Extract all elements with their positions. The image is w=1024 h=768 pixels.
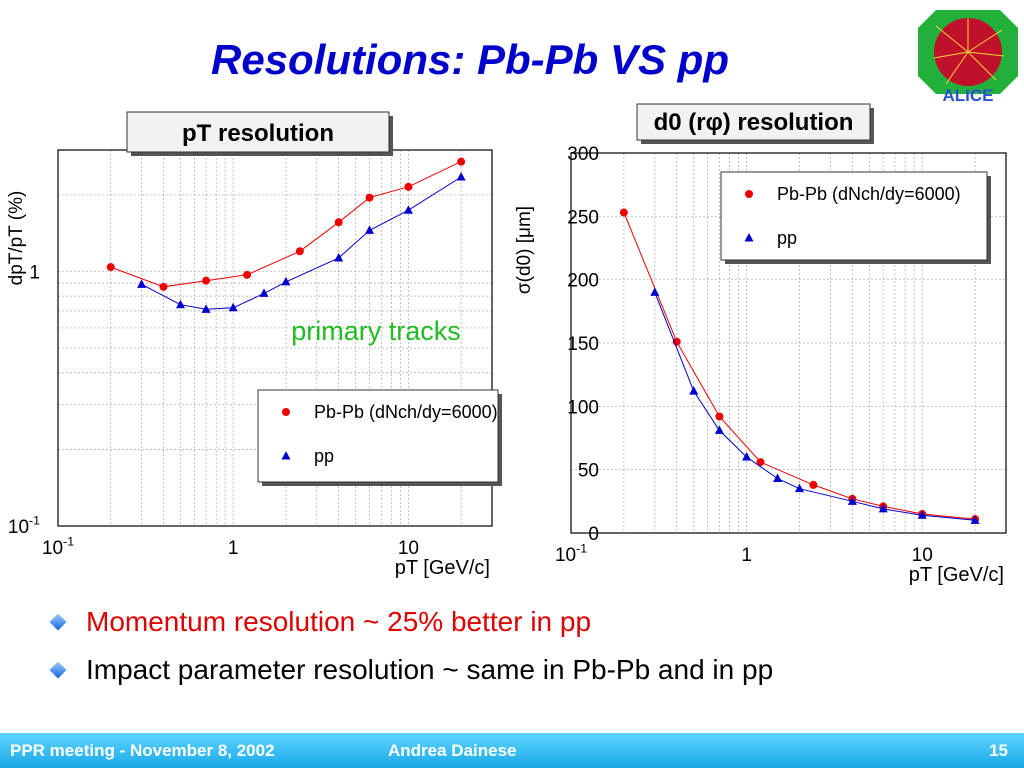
data-point-pbpb [404,182,413,191]
footer-page-number: 15 [989,741,1008,760]
data-point-pbpb [202,276,211,285]
y-tick-label: 10-1 [8,513,40,538]
data-point-pp [403,205,413,214]
legend-box [720,171,988,261]
bullet-text-impact: Impact parameter resolution ~ same in Pb… [86,654,774,685]
x-tick-label: 10 [398,538,419,559]
data-point-pbpb [457,157,466,166]
chart-title: d0 (rφ) resolution [654,109,854,136]
data-point-pp [365,225,375,234]
chart-title: pT resolution [182,120,334,147]
data-point-pp [742,452,752,461]
series-line-pbpb [110,161,462,288]
bullet-diamond-icon [49,661,67,679]
y-tick-label: 1 [29,262,40,283]
data-point-pbpb [334,218,343,227]
chart-panel-0: 10-1 1 10 10-1 1 pT [GeV/c] dpT/pT (%) pT resol… [6,111,502,579]
data-point-pp [847,496,857,505]
data-point-pp [773,473,783,483]
slide-title: Resolutions: Pb-Pb VS pp [210,36,729,83]
data-point-pp [794,483,804,493]
plot-frame [570,152,1007,534]
legend-label: pp [314,446,334,466]
data-point-pbpb [295,247,304,256]
series-line-pp [141,176,462,310]
data-point-pp [714,425,724,434]
y-axis-label: σ(d0) [μm] [514,206,535,294]
x-tick-label: 1 [741,545,752,566]
x-axis-label: pT [GeV/c] [909,564,1004,586]
data-point-pp [878,503,888,513]
y-tick-label: 300 [567,144,599,165]
data-point-pbpb [243,270,252,279]
alice-logo: ALICE [918,10,1018,102]
data-point-pp [281,276,291,286]
data-point-pp [650,287,660,296]
bullet-text-momentum: Momentum resolution ~ 25% better in pp [86,606,592,637]
y-tick-label: 100 [567,397,599,418]
footer-meeting: PPR meeting - November 8, 2002 [10,741,275,760]
bullet-item: Momentum resolution ~ 25% better in pp [46,598,1006,646]
x-tick-label: 10-1 [555,541,587,566]
data-point-pp [175,299,185,309]
x-tick-label: 10 [912,545,933,566]
x-axis-label: pT [GeV/c] [395,557,490,579]
legend-box [257,389,499,483]
data-point-pbpb [365,193,374,202]
primary-tracks-annotation: primary tracks [291,316,461,346]
data-point-pp [259,288,269,297]
data-point-pbpb [106,263,115,272]
data-point-pp [228,302,238,312]
legend-marker-pbpb [282,408,290,416]
data-point-pp [689,386,699,395]
x-tick-label: 10-1 [42,534,74,559]
title-box [636,103,871,141]
data-point-pp [917,510,927,519]
bullet-diamond-icon [49,613,67,631]
logo-text: ALICE [943,86,994,102]
footer-author: Andrea Dainese [388,741,517,760]
data-point-pbpb [619,208,628,217]
data-point-pp [456,171,466,181]
y-axis-label: dpT/pT (%) [6,191,27,286]
legend-marker-pp [281,451,291,460]
data-point-pp [334,252,344,262]
y-tick-label: 150 [567,334,599,355]
legend-label: Pb-Pb (dNch/dy=6000) [777,184,961,204]
legend-label: pp [777,228,797,248]
bullet-item: Impact parameter resolution ~ same in Pb… [46,646,1006,694]
footer-bar: PPR meeting - November 8, 2002 Andrea Da… [0,733,1024,768]
series-line-pp [654,292,976,521]
legend-marker-pbpb [745,190,753,198]
x-tick-label: 1 [228,538,239,559]
data-point-pbpb [756,458,765,467]
y-tick-label: 50 [578,461,599,482]
y-tick-label: 200 [567,271,599,292]
data-point-pbpb [715,412,724,421]
data-point-pp [970,515,980,524]
legend-label: Pb-Pb (dNch/dy=6000) [314,402,498,422]
y-tick-label: 0 [588,524,599,545]
data-point-pp [201,304,211,313]
data-point-pbpb [159,282,168,291]
y-tick-label: 250 [567,207,599,228]
title-box [126,111,390,153]
legend-marker-pp [744,233,754,242]
data-point-pp [137,279,147,288]
data-point-pbpb [809,480,818,489]
bullet-list: Momentum resolution ~ 25% better in pp I… [46,598,1006,694]
